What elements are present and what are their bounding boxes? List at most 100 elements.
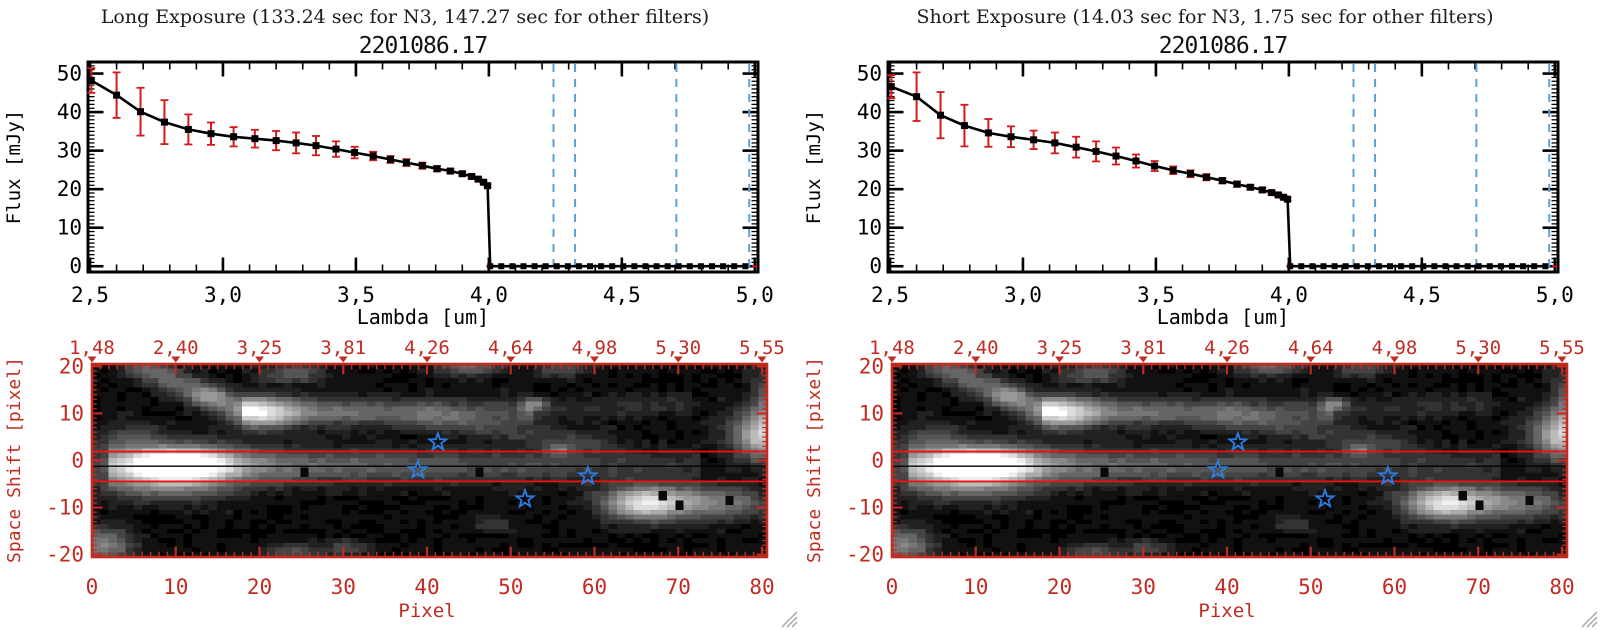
top-axis-pointer-icon [254,356,264,363]
x-tick-label: 3,5 [337,283,375,307]
top-axis-wavelength-label: 1,48 [69,337,115,359]
star-source-marker-icon [406,458,429,480]
star-source-marker-icon [1376,464,1399,486]
x-tick-label: 4,5 [603,283,641,307]
spectral-image-canvas [892,364,1567,557]
top-axis-wavelength-label: 1,48 [869,337,915,359]
top-axis-pointer-icon [1054,356,1064,363]
top-axis-pointer-icon [1473,356,1483,363]
object-id-title: 2201086.17 [1158,33,1288,59]
window-title-long: Long Exposure (133.24 sec for N3, 147.27… [100,6,710,28]
y-tick-label: 0 [869,254,882,278]
pixel-tick-label: 0 [86,575,99,599]
top-axis-pointer-icon [673,356,683,363]
y-tick-label: 30 [57,139,82,163]
pixel-tick-label: 10 [963,575,988,599]
top-axis-pointer-icon [1557,356,1567,363]
pixel-tick-label: 40 [1214,575,1239,599]
top-axis-pointer-icon [87,356,97,363]
spectrum-axis-labels: 2,5 3,0 3,5 4,0 4,5 5,0 0 10 20 30 40 50 Lambda [um]… [803,62,1574,329]
window-resize-grip[interactable] [1581,611,1598,628]
top-axis-pointer-icon [338,356,348,363]
shift-tick-label: 0 [71,449,84,473]
y-tick-label: 50 [857,62,882,86]
top-axis-pointer-icon [506,356,516,363]
pixel-tick-label: 70 [1466,575,1491,599]
window-title-short: Short Exposure (14.03 sec for N3, 1.75 s… [916,6,1494,28]
x-tick-label: 4,0 [1270,283,1308,307]
image-ticks [890,365,1566,556]
image-frame [890,362,1569,559]
top-axis-wavelength-label: 5,55 [739,337,785,359]
image-axis-labels: 0 10 20 30 40 50 60 70 80 20 10 0 -10 -20 Pixel Space S… [804,354,1575,622]
y-tick-label: 10 [857,216,882,240]
top-axis-pointer-icon [422,356,432,363]
star-source-marker-icon [426,430,449,452]
top-axis-pointer-icon [1138,356,1148,363]
pixel-tick-label: 50 [1298,575,1323,599]
x-axis-title: Lambda [um] [357,305,489,329]
shift-tick-label: -10 [846,496,884,520]
top-axis-wavelength-label: 4,64 [488,337,534,359]
pixel-axis-title: Pixel [1198,600,1255,622]
top-axis-pointer-icon [887,356,897,363]
zero-flux-markers [1287,263,1549,270]
x-axis-title: Lambda [um] [1157,305,1289,329]
top-axis-pointer-icon [171,356,181,363]
star-source-marker-icon [576,464,599,486]
top-axis-pointer-icon [1222,356,1232,363]
y-tick-label: 20 [57,177,82,201]
pixel-tick-label: 0 [886,575,899,599]
pixel-tick-label: 60 [1382,575,1407,599]
data-point-markers [887,83,1292,203]
pixel-tick-label: 80 [1549,575,1574,599]
x-tick-label: 4,5 [1403,283,1441,307]
star-source-marker-icon [1206,458,1229,480]
plot-overlay-svg: 2,5 3,0 3,5 4,0 4,5 5,0 0 10 20 30 40 50 Lambda [um]… [3,60,798,628]
pixel-axis-title: Pixel [398,600,455,622]
star-markers [406,430,599,509]
image-ticks [90,365,766,556]
top-axis-wavelength-label: 3,81 [320,337,366,359]
top-axis-wavelength-label: 3,25 [237,337,283,359]
top-axis-pointer-icon [589,356,599,363]
shift-tick-label: 10 [859,401,884,425]
y-tick-label: 0 [69,254,82,278]
space-shift-axis-title: Space Shift [pixel] [4,357,25,563]
top-axis-pointer-icon [1306,356,1316,363]
top-axis-pointer-icon [971,356,981,363]
zero-flux-markers [487,263,749,270]
shift-tick-label: 20 [59,354,84,378]
top-axis-wavelength-label: 4,26 [404,337,450,359]
spectrum-ticks [88,63,757,271]
pixel-tick-label: 70 [666,575,691,599]
data-point-markers [87,76,492,190]
y-tick-label: 30 [857,139,882,163]
top-axis-wavelength-label: 5,30 [1455,337,1501,359]
top-axis-wavelength-label: 5,30 [655,337,701,359]
object-id-title: 2201086.17 [358,33,488,59]
spectrum-frame [886,60,1560,274]
top-axis-wavelength-label: 4,64 [1288,337,1334,359]
pixel-tick-label: 50 [498,575,523,599]
shift-tick-label: -10 [46,496,84,520]
idl-window-long-exposure: Long Exposure (133.24 sec for N3, 147.27… [3,6,798,628]
pixel-tick-label: 60 [582,575,607,599]
y-tick-label: 40 [57,100,82,124]
top-axis-wavelength-label: 4,98 [1372,337,1418,359]
shift-tick-label: 0 [871,449,884,473]
y-axis-title: Flux [mJy] [3,110,25,224]
y-tick-label: 10 [57,216,82,240]
idl-window-short-exposure: Short Exposure (14.03 sec for N3, 1.75 s… [800,0,1600,630]
pixel-tick-label: 30 [331,575,356,599]
window-resize-grip[interactable] [781,611,798,628]
y-tick-label: 50 [57,62,82,86]
image-frame [90,362,769,559]
space-shift-axis-title: Space Shift [pixel] [804,357,825,563]
x-tick-label: 5,0 [736,283,774,307]
x-tick-label: 4,0 [470,283,508,307]
flux-curve [90,79,746,268]
error-bars [87,67,492,189]
x-tick-label: 2,5 [71,283,109,307]
top-axis-wavelength-label: 2,40 [153,337,199,359]
